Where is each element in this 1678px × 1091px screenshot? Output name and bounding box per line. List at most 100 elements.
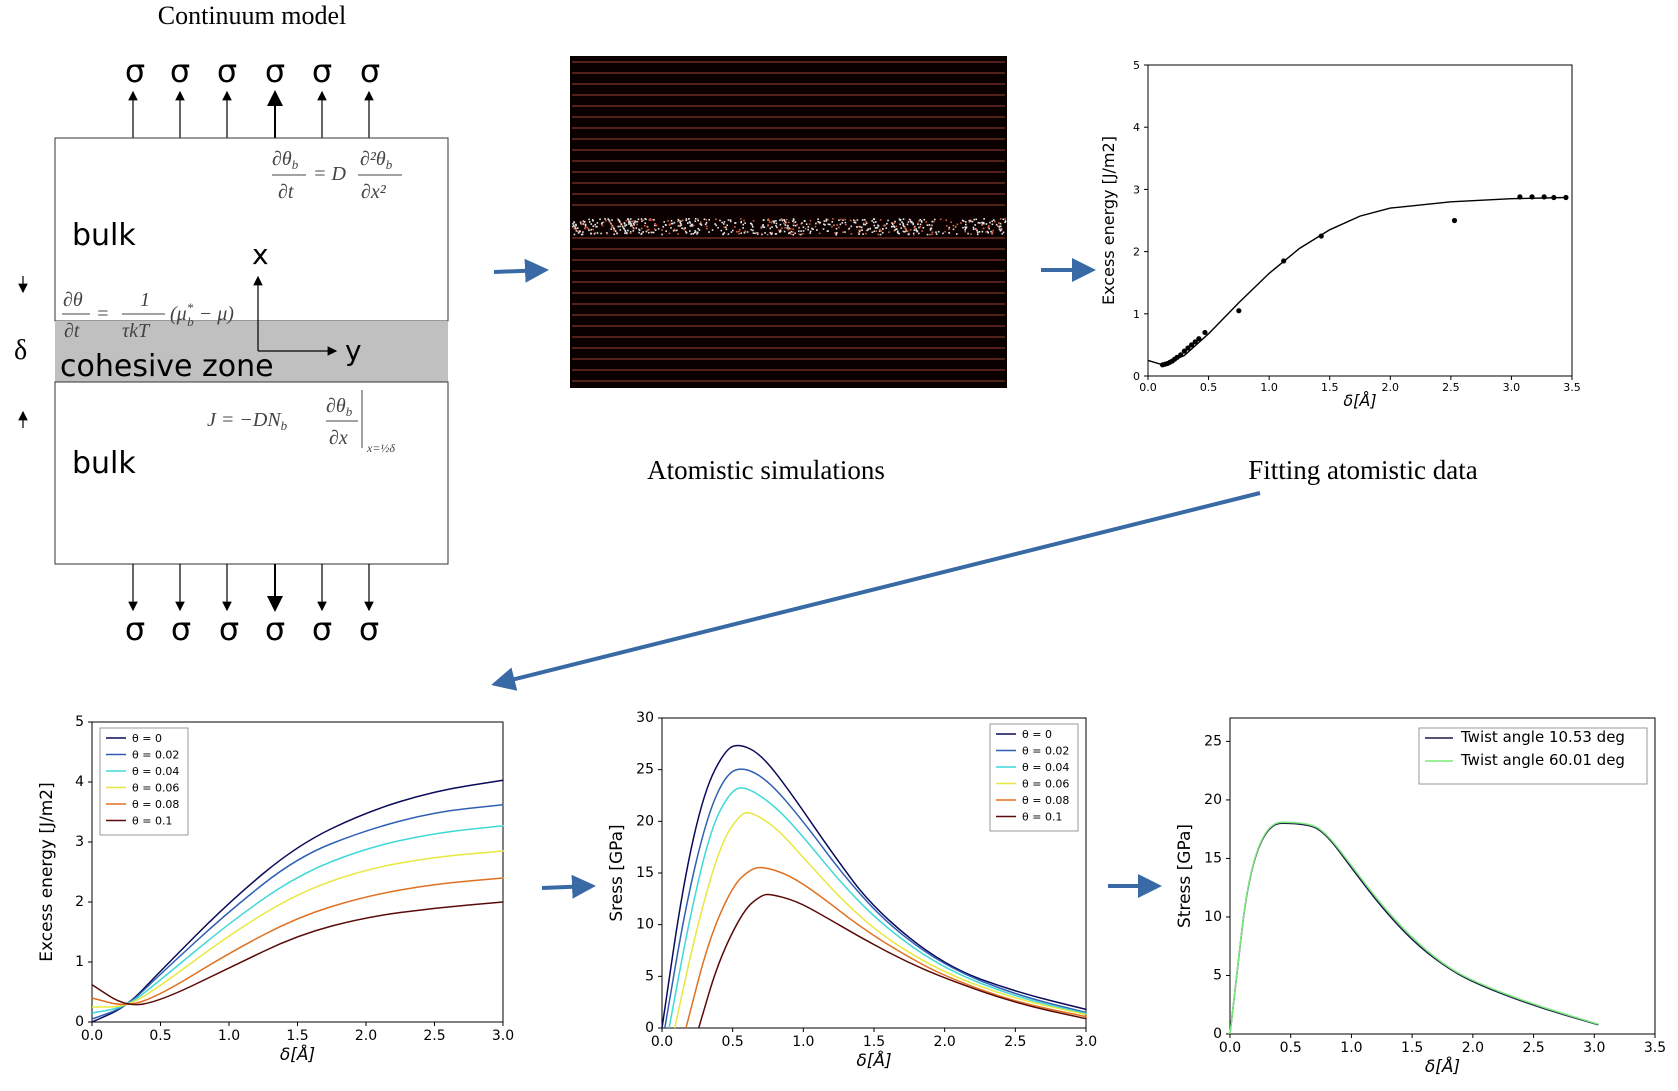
- x-tick-label: 1.5: [863, 1034, 885, 1050]
- atom: [628, 223, 630, 225]
- atom: [976, 231, 979, 234]
- atom: [994, 220, 996, 223]
- atom: [831, 218, 834, 220]
- continuum-title: Continuum model: [158, 1, 347, 30]
- atom: [617, 225, 620, 228]
- atom: [990, 230, 992, 233]
- atom: [600, 223, 603, 225]
- x-tick-label: 3.0: [492, 1028, 514, 1044]
- atom: [873, 224, 876, 227]
- atom: [865, 232, 867, 235]
- atom: [790, 230, 793, 233]
- atom: [681, 227, 683, 230]
- atom: [975, 218, 978, 221]
- atom: [669, 223, 672, 225]
- atom: [825, 218, 828, 221]
- x-tick-label: 1.0: [218, 1028, 240, 1044]
- atom: [616, 232, 618, 235]
- data-point: [1196, 336, 1202, 342]
- svg-text:∂x²: ∂x²: [361, 181, 387, 203]
- x-tick-label: 3.0: [1075, 1034, 1097, 1050]
- atom: [575, 223, 577, 226]
- atom: [999, 222, 1002, 225]
- atom: [785, 221, 787, 224]
- atom: [667, 219, 669, 222]
- y-axis-label: Excess energy [J/m2]: [37, 782, 57, 961]
- svg-text:∂x: ∂x: [329, 427, 348, 449]
- series-line: [668, 787, 1087, 1029]
- atom: [931, 220, 934, 223]
- atom: [760, 227, 763, 229]
- atom: [720, 229, 723, 232]
- atom: [965, 226, 967, 229]
- atom: [948, 228, 950, 231]
- atom: [929, 227, 932, 230]
- atom: [689, 230, 691, 232]
- atom: [648, 231, 650, 234]
- disordered-zone: [572, 218, 1007, 236]
- atom: [879, 233, 882, 236]
- atom: [592, 219, 594, 222]
- y-axis-label: Stress [GPa]: [1175, 824, 1195, 928]
- atom: [971, 220, 974, 223]
- atom: [774, 233, 777, 235]
- atom: [933, 220, 935, 223]
- atom: [991, 223, 994, 226]
- atom: [874, 227, 877, 229]
- atom: [930, 227, 933, 230]
- atom: [725, 226, 727, 229]
- atom: [777, 229, 780, 232]
- atom: [801, 222, 803, 224]
- y-tick-label: 3: [75, 834, 84, 850]
- atom: [629, 218, 632, 220]
- atom: [673, 228, 676, 231]
- y-tick-label: 0: [1133, 370, 1140, 383]
- atom: [910, 221, 913, 224]
- atom: [582, 220, 585, 223]
- series-line: [91, 804, 504, 1020]
- atom: [789, 227, 792, 230]
- svg-text:=: =: [96, 303, 110, 325]
- atom: [908, 232, 910, 235]
- atom: [610, 228, 613, 230]
- atom: [912, 223, 915, 226]
- data-point: [1318, 233, 1324, 239]
- atom: [845, 223, 847, 226]
- atom: [802, 226, 805, 229]
- atom: [960, 222, 962, 224]
- atom: [651, 231, 653, 234]
- atom: [779, 223, 782, 226]
- atom: [642, 231, 644, 233]
- atom: [655, 224, 658, 227]
- atom: [584, 224, 587, 227]
- atom: [692, 232, 694, 235]
- atom: [898, 218, 901, 220]
- legend-box: [99, 727, 189, 836]
- svg-text:= D: = D: [313, 163, 346, 185]
- atom: [829, 223, 831, 226]
- atom: [685, 230, 687, 233]
- atom: [584, 227, 586, 230]
- atom: [744, 230, 747, 233]
- atom: [767, 219, 769, 222]
- atom: [956, 223, 959, 226]
- continuum-model: Continuum model σ σ σ σ σ σ bulk bulk co…: [14, 1, 449, 648]
- atom: [645, 230, 648, 233]
- atom: [664, 224, 667, 226]
- atom: [920, 220, 923, 222]
- atom: [913, 229, 916, 232]
- atom: [779, 219, 781, 221]
- atom: [981, 222, 984, 225]
- atom: [925, 221, 928, 223]
- atom: [643, 224, 646, 227]
- atom: [690, 233, 693, 235]
- atom: [992, 229, 994, 232]
- atom: [952, 228, 955, 231]
- atom: [919, 226, 922, 228]
- atom: [683, 227, 685, 230]
- atom: [740, 221, 742, 224]
- y-tick-label: 4: [75, 774, 84, 790]
- atom: [935, 231, 937, 234]
- svg-text:J = −DNb: J = −DNb: [207, 409, 288, 433]
- atom: [906, 223, 909, 226]
